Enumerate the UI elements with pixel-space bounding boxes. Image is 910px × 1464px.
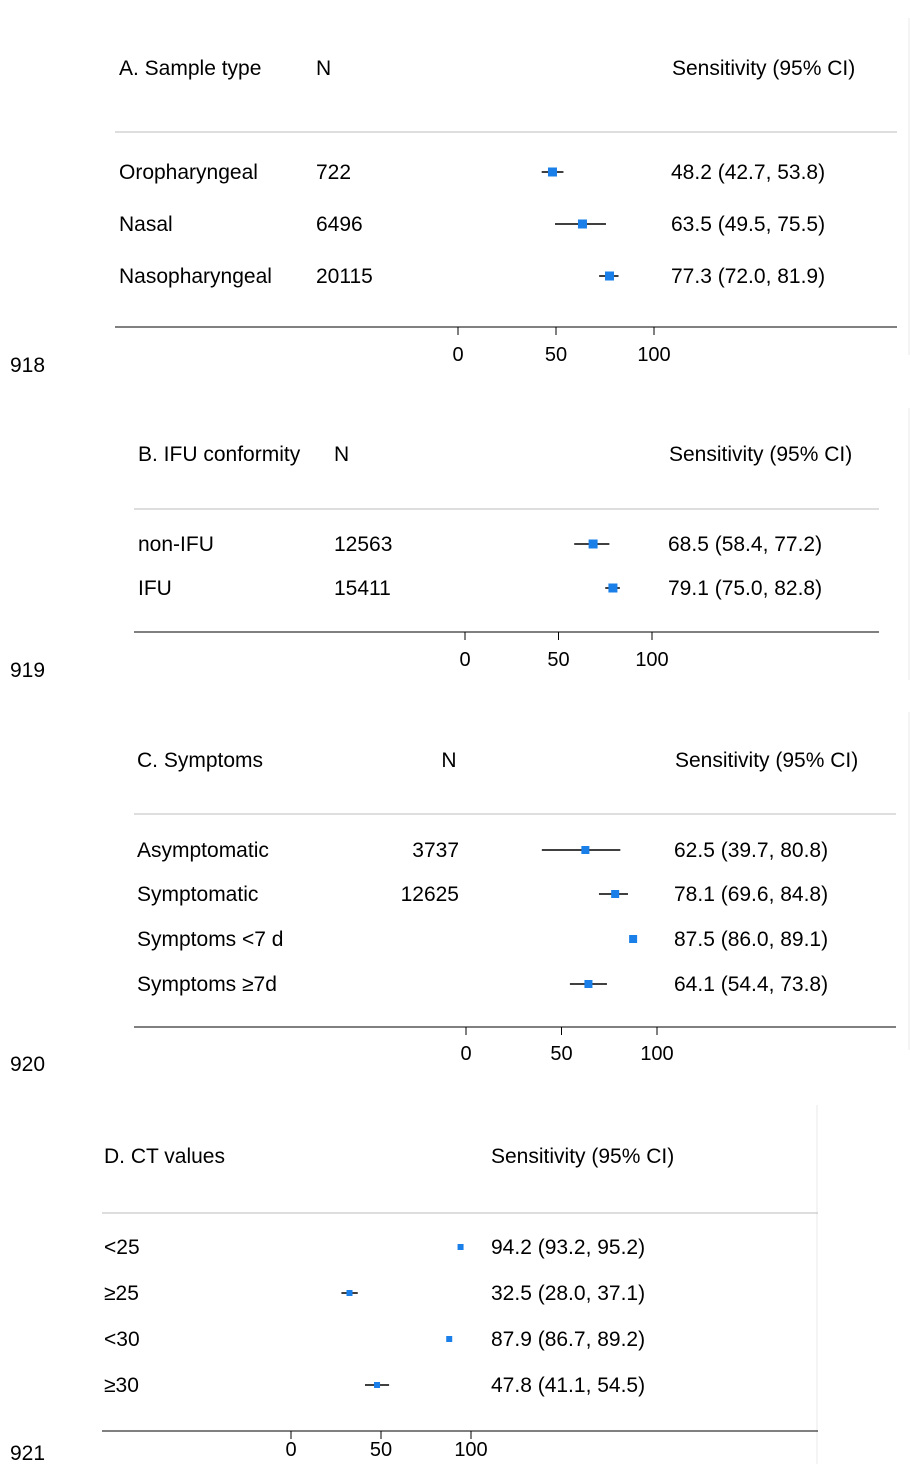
- sensitivity-value: 68.5 (58.4, 77.2): [668, 533, 822, 556]
- sensitivity-column-header: Sensitivity (95% CI): [675, 749, 858, 772]
- point-estimate-marker: [346, 1290, 353, 1296]
- x-tick-label: 50: [370, 1439, 392, 1461]
- forest-panels: A. Sample type N Sensitivity (95% CI) Oroph…: [102, 18, 910, 1464]
- row-label: Oropharyngeal: [119, 161, 258, 184]
- line-number-919: 919: [10, 659, 45, 682]
- point-estimate-marker: [584, 980, 593, 988]
- x-tick-label: 0: [285, 1439, 296, 1461]
- n-column-header: N: [334, 443, 349, 466]
- line-number-920: 920: [10, 1053, 45, 1076]
- row-n: 15411: [334, 577, 391, 600]
- point-estimate-marker: [629, 935, 638, 943]
- point-estimate-marker: [457, 1244, 464, 1250]
- x-tick-label: 50: [547, 649, 569, 671]
- sensitivity-value: 63.5 (49.5, 75.5): [671, 213, 825, 236]
- point-estimate-marker: [608, 583, 618, 593]
- x-tick-label: 50: [550, 1043, 572, 1065]
- sensitivity-value: 77.3 (72.0, 81.9): [671, 265, 825, 288]
- sensitivity-column-header: Sensitivity (95% CI): [669, 443, 852, 466]
- sensitivity-value: 87.5 (86.0, 89.1): [674, 928, 828, 951]
- x-tick-label: 0: [452, 344, 463, 366]
- sensitivity-value: 78.1 (69.6, 84.8): [674, 883, 828, 906]
- panel-title: A. Sample type: [119, 57, 261, 80]
- row-label: <25: [104, 1236, 140, 1259]
- line-number-921: 921: [10, 1442, 45, 1464]
- row-label: Symptoms <7 d: [137, 928, 283, 951]
- x-tick-label: 100: [637, 344, 670, 366]
- point-estimate-marker: [374, 1382, 381, 1388]
- x-tick-label: 0: [459, 649, 470, 671]
- point-estimate-marker: [547, 167, 557, 177]
- point-estimate-marker: [446, 1336, 453, 1342]
- row-label: Asymptomatic: [137, 839, 269, 862]
- point-estimate-marker: [581, 846, 590, 854]
- sensitivity-value: 87.9 (86.7, 89.2): [491, 1328, 645, 1351]
- panel-title: C. Symptoms: [137, 749, 263, 772]
- row-label: Nasal: [119, 213, 173, 236]
- sensitivity-value: 79.1 (75.0, 82.8): [668, 577, 822, 600]
- row-n: 12563: [334, 533, 392, 556]
- row-n: 20115: [316, 265, 373, 288]
- row-label: ≥25: [104, 1282, 139, 1305]
- x-tick-label: 100: [640, 1043, 673, 1065]
- row-label: <30: [104, 1328, 140, 1351]
- point-estimate-marker: [605, 271, 615, 281]
- row-label: Symptoms ≥7d: [137, 973, 277, 996]
- forest-panel-a: A. Sample type N Sensitivity (95% CI) Oroph…: [115, 18, 910, 366]
- sensitivity-value: 64.1 (54.4, 73.8): [674, 973, 828, 996]
- x-tick-label: 0: [460, 1043, 471, 1065]
- row-n: 6496: [316, 213, 363, 236]
- n-column-header: N: [441, 749, 456, 772]
- sensitivity-value: 94.2 (93.2, 95.2): [491, 1236, 645, 1259]
- row-n: 722: [316, 161, 351, 184]
- row-label: non-IFU: [138, 533, 214, 556]
- line-number-918: 918: [10, 354, 45, 377]
- sensitivity-column-header: Sensitivity (95% CI): [491, 1145, 674, 1168]
- row-label: ≥30: [104, 1374, 139, 1397]
- row-label: Symptomatic: [137, 883, 258, 906]
- row-n: 12625: [401, 883, 459, 906]
- point-estimate-marker: [611, 890, 620, 898]
- sensitivity-value: 47.8 (41.1, 54.5): [491, 1374, 645, 1397]
- row-label: IFU: [138, 577, 172, 600]
- row-n: 3737: [412, 839, 459, 862]
- n-column-header: N: [316, 57, 331, 80]
- sensitivity-value: 48.2 (42.7, 53.8): [671, 161, 825, 184]
- forest-panel-c: C. Symptoms N Sensitivity (95% CI) Asymptom…: [134, 712, 910, 1065]
- row-label: Nasopharyngeal: [119, 265, 272, 288]
- forest-panel-b: B. IFU conformity N Sensitivity (95% CI) no…: [134, 408, 910, 680]
- point-estimate-marker: [588, 539, 598, 549]
- panel-title: D. CT values: [104, 1145, 225, 1168]
- point-estimate-marker: [577, 219, 587, 229]
- x-tick-label: 100: [635, 649, 668, 671]
- sensitivity-column-header: Sensitivity (95% CI): [672, 57, 855, 80]
- x-tick-label: 50: [545, 344, 567, 366]
- sensitivity-value: 62.5 (39.7, 80.8): [674, 839, 828, 862]
- x-tick-label: 100: [454, 1439, 487, 1461]
- panel-title: B. IFU conformity: [138, 443, 301, 466]
- forest-panel-d: D. CT values Sensitivity (95% CI) <25 94.2 …: [102, 1105, 818, 1464]
- sensitivity-value: 32.5 (28.0, 37.1): [491, 1282, 645, 1305]
